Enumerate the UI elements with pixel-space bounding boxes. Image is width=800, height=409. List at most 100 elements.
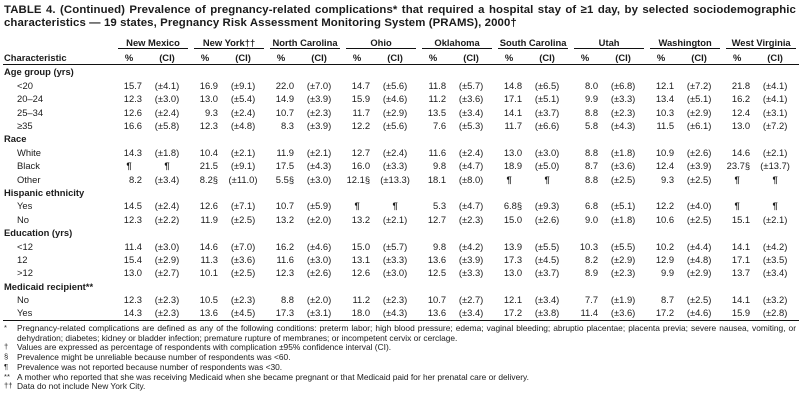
percent-cell: 5.8 [585, 120, 599, 132]
ci-cell: (±4.3) [306, 160, 332, 172]
table-row: No 12.3 (±2.2) 11.9 (±2.5) 13.2 (±2.0) 13.2 (±2.… [3, 213, 799, 226]
ci-cell: (±2.5) [686, 173, 712, 185]
ci-cell: (±2.1) [762, 213, 788, 225]
section-row: Education (yrs) [3, 226, 799, 239]
ci-header: (CI) [219, 49, 268, 66]
percent-cell: 9.3 [204, 106, 219, 118]
ci-cell: (±4.3) [610, 120, 636, 132]
ci-cell: (±4.8) [686, 253, 712, 265]
ci-header: (CI) [675, 49, 724, 66]
percent-cell: 10.6 [655, 213, 675, 225]
percent-cell: 10.9 [655, 146, 675, 158]
ci-cell: (±2.7) [458, 294, 484, 306]
ci-cell: (±2.1) [382, 213, 408, 225]
ci-cell: (±8.0) [458, 173, 484, 185]
ci-cell: (±3.4) [458, 106, 484, 118]
percent-cell: 13.4 [655, 93, 675, 105]
document-page: TABLE 4. (Continued) Prevalence of pregn… [3, 4, 800, 391]
percent-cell: 14.6 [731, 146, 751, 158]
ci-cell: (±3.4) [534, 294, 560, 306]
ci-header: (CI) [751, 49, 800, 66]
percent-cell: 17.1 [731, 253, 751, 265]
percent-cell: 5.5§ [275, 173, 295, 185]
pct-header: % [267, 49, 296, 66]
table-row: >12 13.0 (±2.7) 10.1 (±2.5) 12.3 (±2.6) 12.6 (±3… [3, 266, 799, 279]
percent-cell: 11.2 [428, 93, 447, 105]
percent-cell: 10.7 [427, 294, 447, 306]
percent-cell: 17.2 [655, 307, 675, 319]
percent-cell: 6.8§ [503, 200, 523, 212]
row-label: 25–34 [17, 106, 44, 118]
percent-cell: 10.5 [199, 294, 219, 306]
pct-header: % [571, 49, 600, 66]
percent-cell: 14.8 [503, 79, 523, 91]
table-row: Other 8.2 (±3.4) 8.2§ (±11.0) 5.5§ (±3.0) 12.1§… [3, 173, 799, 186]
row-label: Yes [17, 307, 33, 319]
percent-cell: 12.7 [351, 146, 371, 158]
percent-cell: 22.0 [275, 79, 295, 91]
row-label: No [17, 213, 29, 225]
percent-cell: 13.2 [351, 213, 371, 225]
ci-cell: (±4.8) [230, 120, 256, 132]
ci-cell: (±2.3) [382, 294, 408, 306]
section-row: Age group (yrs) [3, 65, 799, 79]
percent-cell: ¶ [354, 200, 360, 212]
ci-cell: (±2.0) [306, 213, 332, 225]
ci-cell: (±2.5) [610, 173, 636, 185]
ci-cell: (±5.8) [154, 120, 180, 132]
row-label: White [17, 146, 41, 158]
percent-cell: 8.8 [585, 173, 599, 185]
ci-cell: (±3.5) [762, 253, 788, 265]
ci-cell: (±6.8) [610, 79, 636, 91]
table-row: 12 15.4 (±2.9) 11.3 (±3.6) 11.6 (±3.0) 13.1 (±3.… [3, 253, 799, 266]
state-column-header-6: Utah [571, 36, 647, 50]
percent-cell: 10.4 [199, 146, 219, 158]
ci-cell: (±2.3) [306, 106, 332, 118]
ci-cell: (±9.1) [230, 79, 256, 91]
state-column-header-2: North Carolina [267, 36, 343, 50]
percent-cell: 11.8 [428, 79, 447, 91]
percent-cell: 11.5 [656, 120, 675, 132]
row-label: <12 [17, 240, 33, 252]
ci-cell: (±2.5) [686, 294, 712, 306]
ci-cell: (±4.1) [762, 93, 788, 105]
ci-cell: (±3.9) [306, 120, 332, 132]
ci-cell: (±3.4) [458, 307, 484, 319]
percent-cell: 12.2 [655, 200, 675, 212]
section-label: Hispanic ethnicity [4, 186, 85, 198]
percent-cell: 12.5 [427, 267, 447, 279]
percent-cell: 8.7 [661, 294, 675, 306]
percent-cell: 14.9 [275, 93, 295, 105]
percent-cell: 14.5 [123, 200, 142, 212]
percent-cell: 12.4 [655, 160, 675, 172]
pct-header: % [647, 49, 676, 66]
section-row: Medicaid recipient** [3, 280, 799, 293]
percent-cell: 18.1 [427, 173, 447, 185]
state-column-header-8: West Virginia [723, 36, 799, 50]
percent-cell: 13.7 [731, 267, 751, 279]
ci-cell: (±2.9) [382, 106, 408, 118]
row-label: Other [17, 173, 41, 185]
ci-cell: (±3.1) [762, 106, 788, 118]
ci-cell: (±6.5) [534, 79, 560, 91]
percent-cell: 15.0 [503, 213, 523, 225]
footnote-3: ¶ Prevalence was not reported because num… [4, 362, 796, 373]
ci-cell: (±2.4) [154, 106, 180, 118]
percent-cell: 18.0 [351, 307, 371, 319]
ci-cell: (±3.0) [382, 267, 408, 279]
percent-cell: 18.9 [503, 160, 523, 172]
ci-cell: (±1.9) [610, 294, 636, 306]
percent-cell: 13.0 [731, 120, 751, 132]
state-column-header-5: South Carolina [495, 36, 571, 50]
ci-cell: (±2.4) [230, 106, 256, 118]
footnote-2: § Prevalence might be unreliable because … [4, 352, 796, 363]
percent-cell: 16.2 [275, 240, 295, 252]
ci-cell: (±4.5) [534, 253, 560, 265]
ci-cell: (±7.0) [230, 240, 256, 252]
ci-cell: (±2.3) [230, 294, 256, 306]
ci-cell: (±4.1) [154, 79, 180, 91]
state-name: Washington [650, 37, 721, 50]
section-label: Race [4, 133, 27, 145]
ci-cell: (±4.7) [458, 160, 484, 172]
percent-cell: 11.2 [352, 294, 371, 306]
